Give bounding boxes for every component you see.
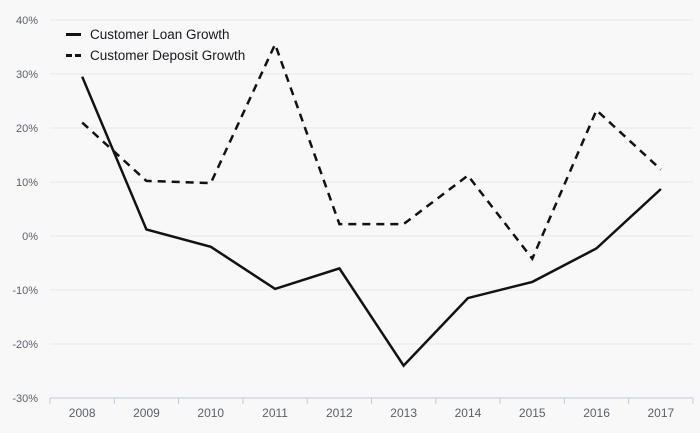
x-tick-label: 2013: [390, 406, 417, 420]
x-tick-label: 2017: [647, 406, 674, 420]
x-tick-label: 2009: [133, 406, 160, 420]
x-tick-label: 2008: [69, 406, 96, 420]
x-tick-label: 2015: [519, 406, 546, 420]
legend: Customer Loan Growth Customer Deposit Gr…: [66, 24, 245, 66]
loan-growth-line: [81, 76, 662, 368]
deposit-growth-line: [81, 41, 662, 262]
legend-label-loan-growth: Customer Loan Growth: [90, 27, 230, 42]
y-tick-label: -10%: [12, 285, 38, 297]
y-tick-label: 0%: [22, 231, 38, 243]
y-tick-label: 20%: [16, 123, 38, 135]
dashed-line-icon: [66, 54, 81, 57]
y-tick-label: 40%: [16, 15, 38, 27]
legend-item-deposit-growth: Customer Deposit Growth: [66, 45, 245, 66]
y-tick-label: -30%: [12, 393, 38, 405]
y-tick-label: 30%: [16, 69, 38, 81]
legend-label-deposit-growth: Customer Deposit Growth: [90, 48, 246, 63]
y-tick-label: -20%: [12, 339, 38, 351]
legend-item-loan-growth: Customer Loan Growth: [66, 24, 245, 45]
x-tick-label: 2012: [326, 406, 353, 420]
x-tick-label: 2014: [455, 406, 482, 420]
x-tick-label: 2010: [197, 406, 224, 420]
x-tick-label: 2016: [583, 406, 610, 420]
y-tick-label: 10%: [16, 177, 38, 189]
x-tick-label: 2011: [262, 406, 288, 420]
solid-line-icon: [66, 33, 81, 36]
